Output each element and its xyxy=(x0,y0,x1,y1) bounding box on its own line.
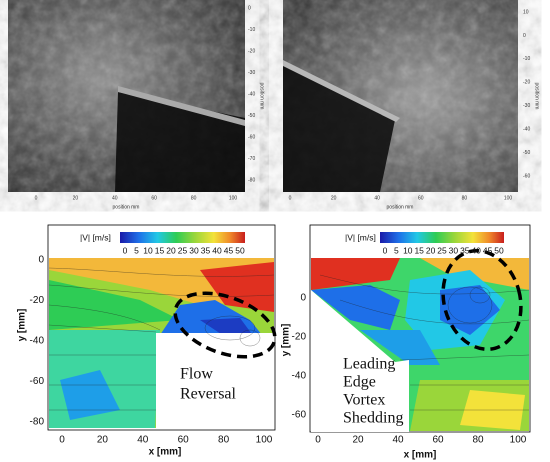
x-tick-label: 0 xyxy=(289,195,292,201)
colorbar-tick-label: 50 xyxy=(494,245,504,255)
y-tick-label: -40 xyxy=(292,371,307,382)
photo-right xyxy=(283,0,518,192)
colorbar-tick-label: 40 xyxy=(212,245,222,255)
x-tick-label: 40 xyxy=(374,195,380,201)
y-tick-label: -40 xyxy=(523,126,530,132)
y-tick-label: -80 xyxy=(30,417,45,428)
y-tick-label: -60 xyxy=(30,376,45,387)
colorbar-tick-label: 10 xyxy=(143,245,153,255)
x-tick-label: 20 xyxy=(331,195,337,201)
colorbar-tick-label: 50 xyxy=(235,245,245,255)
x-tick-label: 20 xyxy=(73,195,79,201)
y-tick-label: -10 xyxy=(523,56,530,62)
contour-right xyxy=(309,224,531,433)
x-tick-label: 80 xyxy=(191,195,197,201)
colorbar-tick-label: 15 xyxy=(414,245,424,255)
x-tick-label: 20 xyxy=(97,435,109,446)
colorbar-tick-label: 5 xyxy=(134,245,139,255)
y-axis-label: y [mm] xyxy=(17,309,28,342)
colorbar-tick-label: 25 xyxy=(178,245,188,255)
y-tick-label: -80 xyxy=(248,177,255,183)
colorbar-tick-label: 5 xyxy=(394,245,399,255)
x-tick-label: 80 xyxy=(472,435,484,446)
y-tick-label: -30 xyxy=(248,70,255,76)
contour-left xyxy=(47,224,277,431)
x-tick-label: 60 xyxy=(151,195,157,201)
x-tick-label: 80 xyxy=(218,435,230,446)
x-tick-label: 0 xyxy=(59,435,65,446)
colorbar-tick-label: 0 xyxy=(123,245,128,255)
y-tick-label: -20 xyxy=(523,80,530,86)
annotation: Vortex xyxy=(343,392,385,409)
colorbar-tick-label: 15 xyxy=(155,245,165,255)
annotation: Reversal xyxy=(180,386,237,403)
colorbar-tick-label: 20 xyxy=(426,245,436,255)
x-tick-label: 60 xyxy=(178,435,190,446)
x-axis-label: x [mm] xyxy=(149,447,182,458)
x-tick-label: 0 xyxy=(315,435,321,446)
y-tick-label: -60 xyxy=(292,410,307,421)
annotation: Leading xyxy=(343,356,395,373)
y-tick-label: -20 xyxy=(292,332,307,343)
x-tick-label: 40 xyxy=(112,195,118,201)
y-tick-label: -50 xyxy=(248,113,255,119)
colorbar-tick-label: 40 xyxy=(471,245,481,255)
x-axis-label: position mm xyxy=(113,204,140,210)
y-tick-label: -10 xyxy=(248,27,255,33)
colorbar-tick-label: 45 xyxy=(483,245,493,255)
x-tick-label: 60 xyxy=(418,195,424,201)
x-tick-label: 100 xyxy=(504,195,513,201)
y-tick-label: -60 xyxy=(248,134,255,140)
y-tick-label: 0 xyxy=(248,5,251,11)
colorbar-tick-label: 35 xyxy=(460,245,470,255)
x-tick-label: 100 xyxy=(256,435,273,446)
colorbar-label: |V| [m/s] xyxy=(80,232,111,242)
x-tick-label: 20 xyxy=(352,435,364,446)
y-axis-label: y [mm] xyxy=(281,324,292,357)
y-axis-label: position mm xyxy=(259,83,265,110)
y-tick-label: -20 xyxy=(248,48,255,54)
x-tick-label: 60 xyxy=(432,435,444,446)
x-axis-label: position mm xyxy=(387,204,414,210)
x-tick-label: 80 xyxy=(462,195,468,201)
annotation: Shedding xyxy=(343,410,403,427)
x-tick-label: 40 xyxy=(392,435,404,446)
photo-left xyxy=(8,0,245,192)
y-tick-label: -30 xyxy=(523,103,530,109)
y-tick-label: -60 xyxy=(523,173,530,179)
y-tick-label: 0 xyxy=(300,293,306,304)
y-tick-label: 10 xyxy=(523,9,529,15)
x-tick-label: 100 xyxy=(229,195,238,201)
x-tick-label: 40 xyxy=(137,435,149,446)
annotation: Flow xyxy=(180,366,213,383)
y-tick-label: -50 xyxy=(523,150,530,156)
colorbar-tick-label: 30 xyxy=(189,245,199,255)
colorbar-tick-label: 45 xyxy=(224,245,234,255)
y-tick-label: -70 xyxy=(248,156,255,162)
colorbar-tick-label: 0 xyxy=(383,245,388,255)
colorbar-tick-label: 35 xyxy=(201,245,211,255)
y-tick-label: 0 xyxy=(38,255,44,266)
y-tick-label: -40 xyxy=(248,91,255,97)
y-tick-label: -40 xyxy=(30,336,45,347)
x-tick-label: 0 xyxy=(35,195,38,201)
colorbar-label: |V| [m/s] xyxy=(345,232,376,242)
y-axis-label: position mm xyxy=(534,83,540,110)
x-axis-label: x [mm] xyxy=(404,450,437,461)
annotation: Edge xyxy=(343,374,376,391)
colorbar-tick-label: 10 xyxy=(403,245,413,255)
y-tick-label: -20 xyxy=(30,295,45,306)
colorbar-tick-label: 20 xyxy=(166,245,176,255)
x-tick-label: 100 xyxy=(510,435,527,446)
y-tick-label: 0 xyxy=(523,33,526,39)
colorbar-tick-label: 30 xyxy=(449,245,459,255)
colorbar-tick-label: 25 xyxy=(437,245,447,255)
